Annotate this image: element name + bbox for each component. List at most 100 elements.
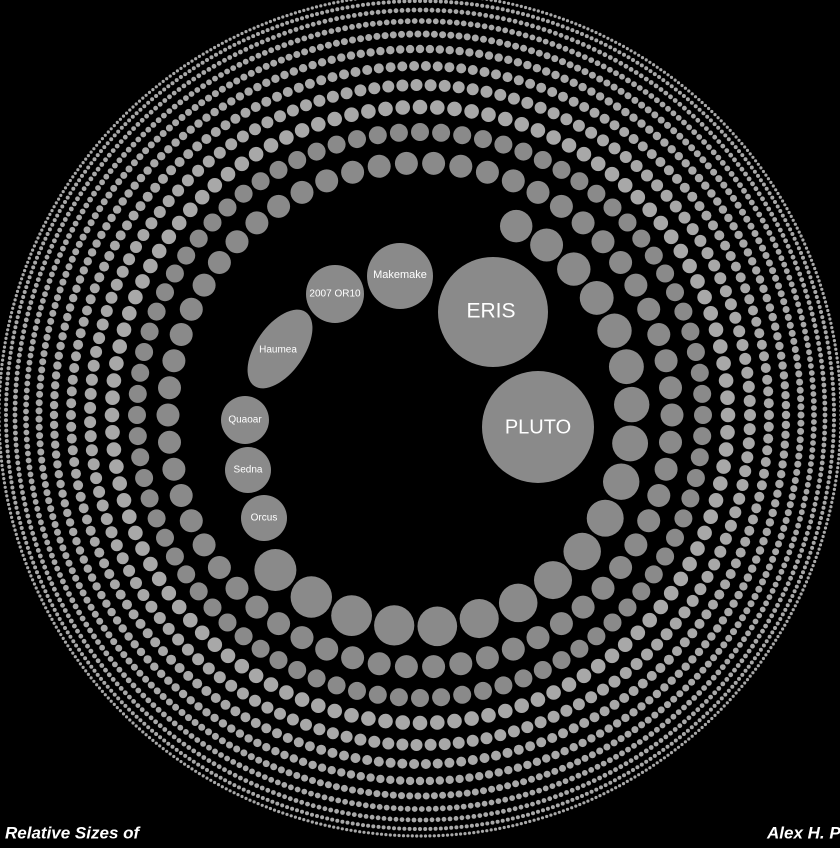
ring-dot xyxy=(109,688,114,693)
ring-dot xyxy=(128,210,139,221)
ring-dot xyxy=(609,556,633,579)
ring-dot xyxy=(186,80,192,85)
ring-dot xyxy=(542,785,549,792)
ring-dot xyxy=(6,459,11,464)
ring-dot xyxy=(279,685,294,700)
ring-dot xyxy=(83,202,90,209)
ring-dot xyxy=(604,97,613,106)
ring-dot xyxy=(14,448,19,454)
ring-dot xyxy=(21,329,27,334)
ring-dot xyxy=(637,297,661,321)
ring-dot xyxy=(761,643,766,648)
ring-dot xyxy=(743,248,753,257)
ring-dot xyxy=(14,294,18,298)
ring-dot xyxy=(791,477,799,484)
ring-dot xyxy=(93,332,106,345)
ring-dot xyxy=(49,309,57,317)
ring-dot xyxy=(499,209,533,243)
ring-dot xyxy=(733,680,738,685)
ring-dot xyxy=(543,52,551,60)
ring-dot xyxy=(387,8,393,14)
ring-dot xyxy=(344,107,359,122)
ring-dot xyxy=(701,640,710,649)
ring-dot xyxy=(166,654,177,665)
ring-dot xyxy=(103,173,110,180)
ring-dot xyxy=(411,18,418,24)
ring-dot xyxy=(455,32,463,40)
ring-dot xyxy=(773,332,782,341)
ring-dot xyxy=(411,806,418,812)
ring-dot xyxy=(127,707,132,712)
ring-dot xyxy=(313,723,326,736)
ring-dot xyxy=(415,834,419,838)
ring-dot xyxy=(281,15,285,19)
ring-dot xyxy=(713,624,722,633)
ring-dot xyxy=(218,775,223,780)
ring-dot xyxy=(454,825,459,830)
ring-dot xyxy=(803,288,808,294)
ring-dot xyxy=(397,0,402,4)
ring-dot xyxy=(30,578,35,582)
ring-dot xyxy=(459,599,499,639)
ring-dot xyxy=(327,2,331,6)
ring-dot xyxy=(112,162,118,169)
ring-dot xyxy=(151,88,155,92)
ring-dot xyxy=(159,693,167,700)
ring-dot xyxy=(87,458,100,471)
ring-dot xyxy=(90,345,103,358)
ring-dot xyxy=(415,44,425,54)
ring-dot xyxy=(435,7,441,13)
ring-dot xyxy=(827,313,831,317)
ring-dot xyxy=(430,30,438,38)
ring-dot xyxy=(829,321,833,325)
ring-dot xyxy=(690,734,694,738)
ring-dot xyxy=(831,330,835,334)
ring-dot xyxy=(256,32,260,36)
ring-dot xyxy=(716,116,720,120)
ring-dot xyxy=(600,760,607,767)
ring-dot xyxy=(547,28,553,34)
ring-dot xyxy=(796,378,804,386)
ring-dot xyxy=(584,34,589,39)
ring-dot xyxy=(110,148,116,154)
ring-dot xyxy=(324,781,332,789)
ring-dot xyxy=(378,713,393,729)
ring-dot xyxy=(465,48,474,57)
ring-dot xyxy=(240,749,248,757)
ring-dot xyxy=(744,409,756,421)
ring-dot xyxy=(25,280,30,285)
ring-dot xyxy=(621,713,630,723)
ring-dot xyxy=(625,746,631,753)
ring-dot xyxy=(26,305,32,311)
ring-dot xyxy=(560,74,569,84)
ring-dot xyxy=(340,15,345,20)
ring-dot xyxy=(410,834,414,838)
ring-dot xyxy=(280,22,285,27)
ring-dot xyxy=(423,827,428,831)
ring-dot xyxy=(128,427,147,446)
ring-dot xyxy=(666,73,670,77)
ring-dot xyxy=(85,643,90,649)
ring-dot xyxy=(47,227,52,232)
ring-dot xyxy=(642,202,657,218)
ring-dot xyxy=(444,757,455,768)
ring-dot xyxy=(316,20,322,26)
ring-dot xyxy=(519,4,523,8)
ring-dot xyxy=(570,797,575,802)
ring-dot xyxy=(0,393,2,397)
ring-dot xyxy=(660,189,673,202)
ring-dot xyxy=(705,711,710,716)
ring-dot xyxy=(422,792,430,800)
ring-dot xyxy=(320,10,325,15)
ring-dot xyxy=(701,714,706,719)
ring-dot xyxy=(59,278,67,286)
ring-dot xyxy=(130,241,142,253)
ring-dot xyxy=(30,248,35,252)
ring-dot xyxy=(35,423,43,431)
ring-dot xyxy=(326,90,339,103)
ring-dot xyxy=(780,381,789,390)
ring-dot xyxy=(274,110,286,123)
ring-dot xyxy=(7,323,11,328)
ring-dot xyxy=(737,688,741,692)
ring-dot xyxy=(819,310,823,314)
